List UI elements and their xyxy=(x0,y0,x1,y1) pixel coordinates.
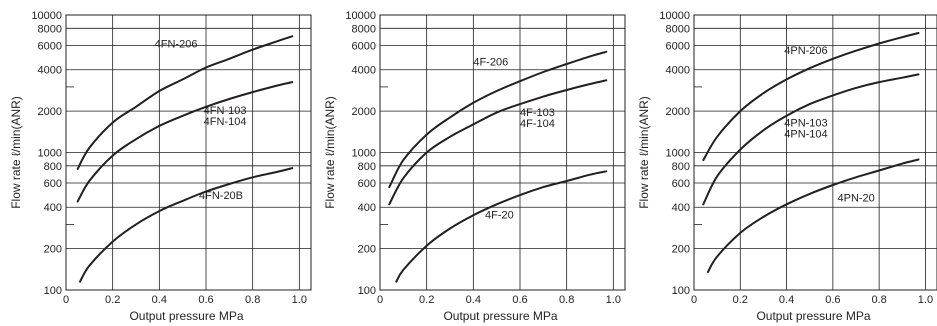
series-label-line: 4PN-103 xyxy=(784,117,827,129)
series-label-3: 4FN-20B xyxy=(199,190,243,202)
series-label-line: 4FN-206 xyxy=(155,39,198,51)
series-label-line: 4FN-20B xyxy=(199,190,243,202)
y-tick-label: 2000 xyxy=(352,106,376,118)
series-line-2 xyxy=(76,81,294,203)
series-label-3: 4F-20 xyxy=(485,210,514,222)
y-tick-label: 1000 xyxy=(666,148,690,160)
y-tick-label: 2000 xyxy=(38,106,62,118)
series-line-3 xyxy=(706,158,920,274)
series-label-line: 4F-20 xyxy=(485,210,514,222)
y-tick-label: 8000 xyxy=(666,23,690,35)
x-axis-title: Output pressure MPa xyxy=(129,309,243,323)
y-axis-title: Flow rate ℓ/min(ANR) xyxy=(9,96,23,209)
y-tick-label: 6000 xyxy=(38,41,62,53)
y-tick-label: 4000 xyxy=(38,65,62,77)
y-tick-label: 400 xyxy=(358,202,376,214)
x-tick-label: 0.4 xyxy=(152,294,167,306)
x-tick-label: 0.6 xyxy=(512,294,527,306)
x-tick-label: 0.6 xyxy=(825,294,840,306)
y-axis-title: Flow rate ℓ/min(ANR) xyxy=(637,96,651,209)
x-tick-label: 1.0 xyxy=(918,294,933,306)
y-tick-label: 800 xyxy=(672,161,690,173)
series-label-3: 4PN-20 xyxy=(837,193,874,205)
y-tick-label: 6000 xyxy=(666,41,690,53)
x-tick-label: 0.2 xyxy=(733,294,748,306)
x-axis-title: Output pressure MPa xyxy=(443,309,557,323)
series-label-line: 4F-103 xyxy=(520,107,555,119)
plot-frame xyxy=(65,14,312,291)
series-label-line: 4PN-104 xyxy=(784,128,827,140)
y-tick-label: 10000 xyxy=(345,10,376,22)
x-tick-label: 0.4 xyxy=(466,294,481,306)
y-tick-label: 600 xyxy=(672,178,690,190)
y-tick-label: 2000 xyxy=(666,106,690,118)
y-tick-label: 600 xyxy=(358,178,376,190)
series-line-2 xyxy=(702,73,920,206)
series-line-1 xyxy=(388,50,608,189)
series-label-line: 4PN-20 xyxy=(837,193,874,205)
x-tick-label: 0.2 xyxy=(105,294,120,306)
y-tick-label: 100 xyxy=(358,285,376,297)
x-tick-label: 0.8 xyxy=(245,294,260,306)
x-tick-label: 0.2 xyxy=(419,294,434,306)
series-label-2: 4FN-103 4FN-104 xyxy=(204,105,247,128)
series-line-2 xyxy=(388,79,608,206)
y-tick-label: 8000 xyxy=(352,23,376,35)
x-tick-label: 0 xyxy=(63,294,69,306)
y-tick-label: 800 xyxy=(44,161,62,173)
y-tick-label: 4000 xyxy=(352,65,376,77)
x-tick-label: 1.0 xyxy=(606,294,621,306)
y-tick-label: 8000 xyxy=(38,23,62,35)
x-tick-label: 0.4 xyxy=(779,294,794,306)
y-tick-label: 6000 xyxy=(352,41,376,53)
series-label-1: 4F-206 xyxy=(473,56,508,68)
y-tick-label: 10000 xyxy=(31,10,62,22)
plot-frame xyxy=(379,14,626,291)
series-label-line: 4FN-104 xyxy=(204,116,247,128)
x-tick-label: 1.0 xyxy=(292,294,307,306)
x-tick-label: 0.8 xyxy=(559,294,574,306)
series-label-1: 4PN-206 xyxy=(784,45,827,57)
x-tick-label: 0.8 xyxy=(871,294,886,306)
x-tick-label: 0.6 xyxy=(198,294,213,306)
series-line-3 xyxy=(79,167,294,283)
y-tick-label: 200 xyxy=(358,244,376,256)
y-tick-label: 200 xyxy=(672,244,690,256)
y-tick-label: 200 xyxy=(44,244,62,256)
series-line-1 xyxy=(76,35,294,170)
y-tick-label: 10000 xyxy=(659,10,690,22)
series-line-1 xyxy=(702,32,920,162)
series-label-2: 4PN-103 4PN-104 xyxy=(784,117,827,140)
y-tick-label: 1000 xyxy=(38,148,62,160)
y-tick-label: 1000 xyxy=(352,148,376,160)
y-tick-label: 100 xyxy=(672,285,690,297)
y-tick-label: 400 xyxy=(672,202,690,214)
y-tick-label: 400 xyxy=(44,202,62,214)
series-label-2: 4F-103 4F-104 xyxy=(520,107,555,130)
x-tick-label: 0 xyxy=(691,294,697,306)
y-tick-label: 600 xyxy=(44,178,62,190)
series-label-1: 4FN-206 xyxy=(155,39,198,51)
series-label-line: 4F-104 xyxy=(520,118,555,130)
series-label-line: 4F-206 xyxy=(473,56,508,68)
plot-frame xyxy=(693,14,937,291)
y-tick-label: 800 xyxy=(358,161,376,173)
series-line-3 xyxy=(395,170,608,283)
series-label-line: 4PN-206 xyxy=(784,45,827,57)
x-tick-label: 0 xyxy=(377,294,383,306)
y-tick-label: 100 xyxy=(44,285,62,297)
y-axis-title: Flow rate ℓ/min(ANR) xyxy=(323,96,337,209)
x-axis-title: Output pressure MPa xyxy=(756,309,870,323)
series-label-line: 4FN-103 xyxy=(204,105,247,117)
y-tick-label: 4000 xyxy=(666,65,690,77)
